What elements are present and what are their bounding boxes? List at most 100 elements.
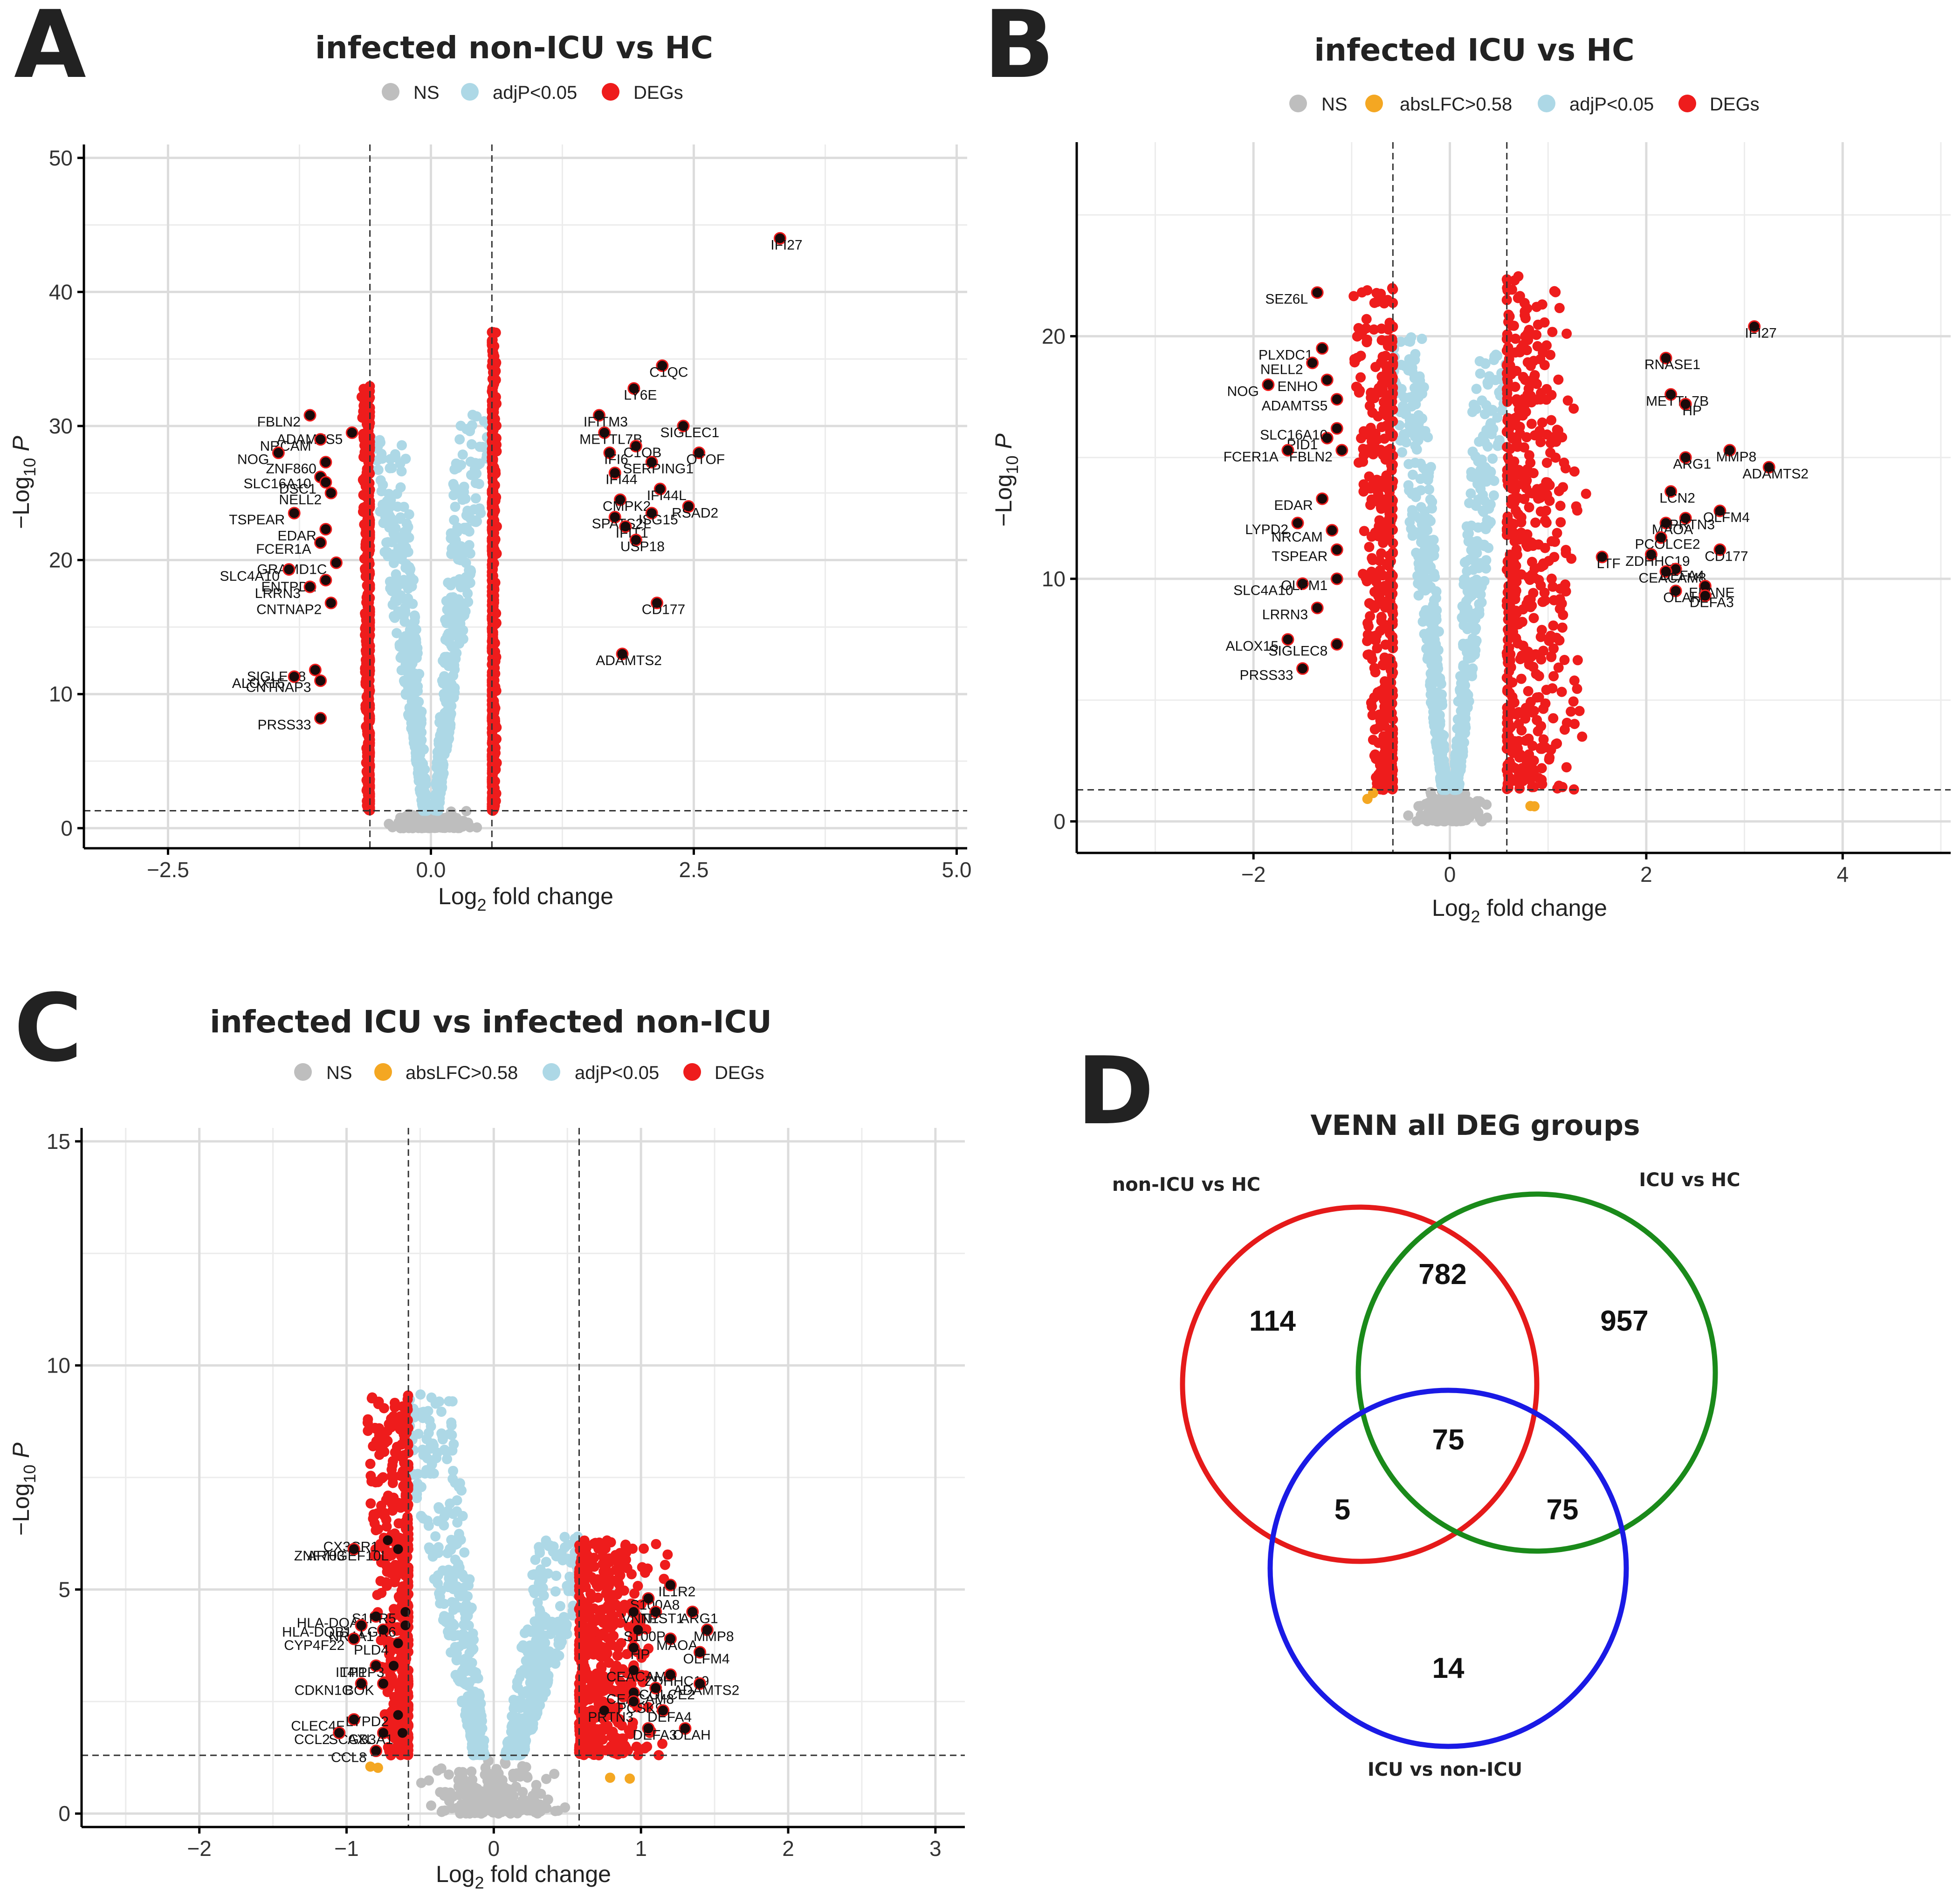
deg-point [1566, 706, 1576, 717]
y-tick-label: 0 [61, 816, 73, 840]
ns-point [511, 1781, 522, 1792]
deg-point [1513, 508, 1523, 519]
adjp-point [1401, 437, 1411, 448]
adjp-point [457, 449, 468, 460]
gene-point [330, 556, 343, 569]
deg-point [1548, 713, 1559, 724]
panel-letter-b: B [983, 0, 1054, 99]
adjp-point [415, 746, 426, 757]
deg-point [1529, 706, 1540, 716]
deg-point [1510, 333, 1521, 344]
adjp-point [412, 1478, 423, 1489]
deg-point [1502, 556, 1513, 567]
deg-point [1569, 466, 1580, 477]
adjp-point [395, 512, 406, 523]
adjp-point [396, 554, 407, 564]
legend-degs-swatch [602, 83, 619, 101]
adjp-point [388, 611, 399, 622]
y-tick-label: 20 [49, 548, 73, 572]
deg-point [488, 678, 498, 689]
gene-point [319, 456, 332, 469]
deg-point [1383, 584, 1394, 595]
gene-point [619, 520, 632, 533]
adjp-point [416, 1511, 426, 1521]
deg-point [364, 749, 375, 759]
adjp-point [467, 410, 478, 420]
deg-point [1559, 724, 1570, 735]
adjp-point [390, 575, 400, 586]
y-tick-label: 40 [49, 280, 73, 304]
gene-label: LRRN3 [1262, 607, 1308, 622]
adjp-point [1425, 462, 1436, 473]
panel-letter-c: C [14, 974, 83, 1083]
gene-point [314, 674, 327, 687]
deg-point [1538, 742, 1548, 752]
gene-point [1330, 543, 1343, 556]
gene-label: ZNF860 [266, 461, 316, 477]
adjp-point [444, 727, 454, 737]
gene-label: PCOLCE2 [1635, 536, 1700, 552]
deg-point [1534, 671, 1544, 681]
deg-point [1535, 632, 1546, 642]
adjp-point [465, 548, 475, 559]
gene-point [319, 476, 332, 489]
gene-point [773, 232, 786, 245]
panel-b-legend: NS absLFC>0.58 adjP<0.05 DEGs [1289, 94, 1760, 115]
adjp-point [1410, 355, 1420, 365]
gene-point [1320, 373, 1334, 386]
deg-point [364, 728, 375, 738]
adjp-point [418, 1413, 428, 1423]
ns-point [1428, 799, 1439, 810]
deg-point [1506, 320, 1517, 331]
panel-a-ylabel: −Log10 P [8, 435, 39, 529]
gene-label: CNTNAP3 [246, 680, 311, 695]
adjp-point [1465, 488, 1476, 499]
deg-point [1556, 687, 1567, 697]
gene-label: SIGLEC8 [1269, 643, 1328, 659]
gene-label: SEZ6L [1265, 292, 1308, 307]
deg-point [1370, 667, 1381, 678]
adjp-point [553, 1639, 564, 1649]
deg-point [1527, 763, 1538, 774]
deg-point [1503, 607, 1514, 618]
adjp-point [448, 1619, 459, 1630]
adjp-point [1413, 590, 1424, 601]
gene-point [677, 419, 690, 433]
adjp-point [1458, 671, 1469, 682]
ns-point [398, 823, 409, 833]
adjp-point [459, 598, 469, 609]
gene-label: NELL2 [1260, 362, 1303, 378]
volcano-plot-b: IFI27RNASE1METTL7BHPMMP8ARG1ADAMTS2LCN2O… [1042, 142, 1951, 886]
adjp-point [417, 1444, 428, 1455]
deg-point [488, 538, 498, 549]
adjp-point [453, 1559, 464, 1569]
adjp-point [434, 717, 445, 728]
adjp-point [1433, 645, 1444, 655]
deg-point [1549, 536, 1560, 547]
gene-point [314, 433, 327, 446]
adjp-point [458, 1664, 468, 1675]
deg-point [1546, 415, 1557, 426]
ns-point [543, 1794, 553, 1805]
gene-point [324, 597, 337, 610]
legend-degs-swatch [1678, 95, 1696, 112]
deg-point [1372, 773, 1382, 784]
gene-label: SLC16A10 [243, 476, 311, 491]
y-tick-label: 20 [1042, 324, 1066, 348]
deg-point [1533, 726, 1543, 736]
adjp-point [404, 509, 414, 520]
gene-label: LTF [1597, 556, 1621, 571]
adjp-point [405, 576, 416, 586]
gene-point [1262, 378, 1275, 391]
gene-label: USP18 [620, 539, 665, 554]
deg-point [1385, 518, 1396, 529]
deg-point [1379, 298, 1389, 309]
deg-point [1513, 638, 1523, 649]
deg-point [1531, 302, 1542, 312]
deg-point [488, 461, 499, 472]
legend-abslfc-label: absLFC>0.58 [1400, 94, 1512, 115]
gene-label: ADAMTS5 [1262, 398, 1328, 414]
ns-point [485, 1797, 496, 1807]
adjp-point [1473, 522, 1484, 533]
adjp-point [450, 1539, 461, 1550]
